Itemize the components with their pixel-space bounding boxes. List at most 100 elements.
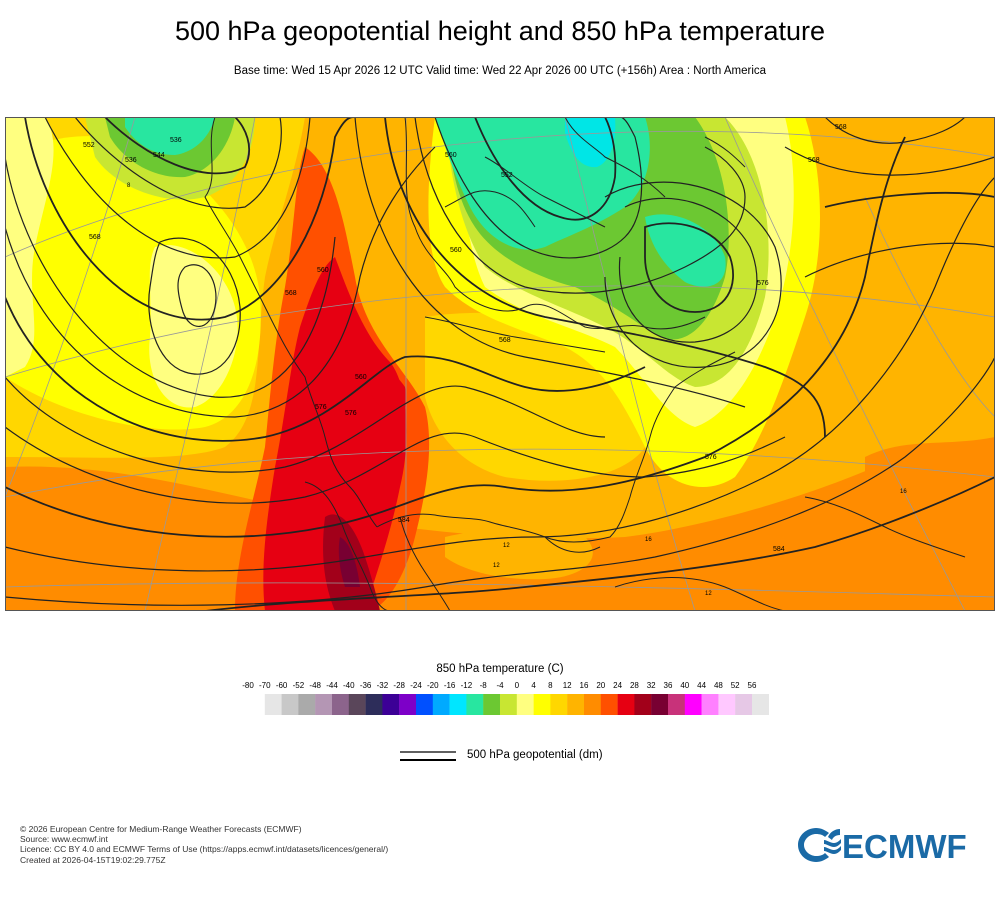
temperature-label: 12	[705, 591, 712, 597]
legend-tick-label: -8	[480, 681, 488, 690]
legend-tick-label: 12	[563, 681, 572, 690]
contour-label: 544	[153, 152, 165, 159]
contour-label: 568	[89, 234, 101, 241]
contour-label: 560	[355, 374, 367, 381]
legend-tick-label: -80	[242, 681, 254, 690]
legend-swatch	[718, 694, 736, 715]
legend-swatch	[617, 694, 635, 715]
legend-tick-label: -4	[496, 681, 504, 690]
legend-tick-label: 0	[515, 681, 520, 690]
legend-tick-label: 20	[596, 681, 605, 690]
ecmwf-logo-icon	[798, 828, 841, 862]
legend-tick-label: 40	[680, 681, 689, 690]
legend-tick-label: -16	[444, 681, 456, 690]
contour-label: 576	[705, 454, 717, 461]
created-text: Created at 2026-04-15T19:02:29.775Z	[20, 854, 166, 865]
legend-swatch	[735, 694, 753, 715]
legend-tick-label: 44	[697, 681, 706, 690]
temperature-label: 16	[645, 537, 652, 543]
contour-label: 568	[808, 157, 820, 164]
legend-swatch	[416, 694, 433, 715]
contour-label: 576	[315, 404, 327, 411]
legend-tick-label: -52	[293, 681, 305, 690]
temperature-legend: -80 -70 -60 -52 -48 -44 -40 -36 -32 -28 -24 -20 -16-…	[242, 681, 769, 715]
temperature-label: 12	[493, 563, 500, 569]
legend-swatch	[449, 694, 467, 715]
legend-swatch	[550, 694, 568, 715]
legend-swatch	[684, 694, 702, 715]
legend-swatch	[483, 694, 501, 715]
contour-label: 576	[345, 410, 357, 417]
legend-tick-label: 36	[664, 681, 673, 690]
contour-label: 576	[757, 280, 769, 287]
map-frame	[5, 117, 995, 611]
legend-swatch	[332, 694, 349, 715]
temperature-label: 8	[127, 183, 131, 189]
legend-swatch	[382, 694, 400, 715]
legend-swatch	[634, 694, 652, 715]
legend-swatch	[668, 694, 685, 715]
legend-tick-label: -36	[360, 681, 372, 690]
legend-swatch	[315, 694, 333, 715]
contour-label: 560	[445, 152, 457, 159]
legend-tick-label: -48	[309, 681, 321, 690]
legend-swatch	[348, 694, 366, 715]
footer: © 2026 European Centre for Medium-Range …	[20, 824, 388, 865]
temp-field-24-west	[263, 257, 407, 611]
legend-tick-label: -28	[393, 681, 405, 690]
weather-map: 536 536 544 552 568 568 576 576 560 560 …	[5, 117, 995, 611]
legend-swatch	[281, 694, 299, 715]
legend-swatch	[516, 694, 534, 715]
copyright-text: © 2026 European Centre for Medium-Range …	[20, 824, 302, 834]
legend-swatch	[466, 694, 484, 715]
geopotential-legend-label: 500 hPa geopotential (dm)	[467, 749, 603, 761]
legend-tick-label: -12	[461, 681, 473, 690]
contour-label: 560	[450, 247, 462, 254]
legend-tick-label: 8	[548, 681, 553, 690]
legend-swatch	[567, 694, 585, 715]
contour-label: 552	[501, 172, 513, 179]
legend-swatch	[365, 694, 383, 715]
temperature-label-group: 12 12 16 16 12 8	[127, 183, 907, 597]
ecmwf-logo-text: ECMWF	[842, 828, 967, 865]
temp-field-m4-pacific-core	[149, 245, 238, 408]
ecmwf-logo: ECMWF	[798, 828, 967, 865]
temperature-label: 16	[900, 489, 907, 495]
legend-tick-label: -60	[276, 681, 288, 690]
contour-label-group: 536 536 544 552 568 568 576 576 560 560 …	[83, 124, 847, 553]
legend-swatch	[600, 694, 618, 715]
legend-swatch	[584, 694, 601, 715]
legend-tick-label: 32	[647, 681, 656, 690]
contour-label: 568	[285, 290, 297, 297]
legend-swatch	[651, 694, 669, 715]
licence-text: Licence: CC BY 4.0 and ECMWF Terms of Us…	[20, 844, 389, 855]
legend-swatch	[264, 694, 282, 715]
legend-tick-label: -20	[427, 681, 439, 690]
legend-swatch	[500, 694, 517, 715]
contour-label: 536	[125, 157, 137, 164]
legend-swatch	[399, 694, 417, 715]
geopotential-legend-line	[400, 751, 456, 761]
legend-swatch	[298, 694, 316, 715]
contour-label: 552	[83, 142, 95, 149]
source-text: Source: www.ecmwf.int	[20, 834, 108, 845]
legend-tick-label: 28	[630, 681, 639, 690]
legend-ticks: -80 -70 -60 -52 -48 -44 -40 -36 -32 -28 -24 -20 -16-…	[242, 681, 757, 690]
contour-label: 560	[317, 267, 329, 274]
legend-tick-label: -70	[259, 681, 271, 690]
contour-label: 568	[499, 337, 511, 344]
legend-title: 850 hPa temperature (C)	[436, 663, 564, 675]
contour-label: 584	[773, 546, 785, 553]
legend-tick-label: 16	[580, 681, 589, 690]
legend-tick-label: 52	[731, 681, 740, 690]
legend-tick-label: -24	[410, 681, 422, 690]
legend-tick-label: 4	[531, 681, 536, 690]
legend-tick-label: -32	[377, 681, 389, 690]
temperature-label: 12	[503, 543, 510, 549]
chart-subtitle: Base time: Wed 15 Apr 2026 12 UTC Valid …	[233, 65, 767, 77]
legend-tick-label: -44	[326, 681, 338, 690]
legend-swatches	[264, 694, 769, 715]
legend-tick-label: 24	[613, 681, 622, 690]
temp-field-16-gulf	[445, 530, 593, 580]
legend-swatch	[701, 694, 719, 715]
